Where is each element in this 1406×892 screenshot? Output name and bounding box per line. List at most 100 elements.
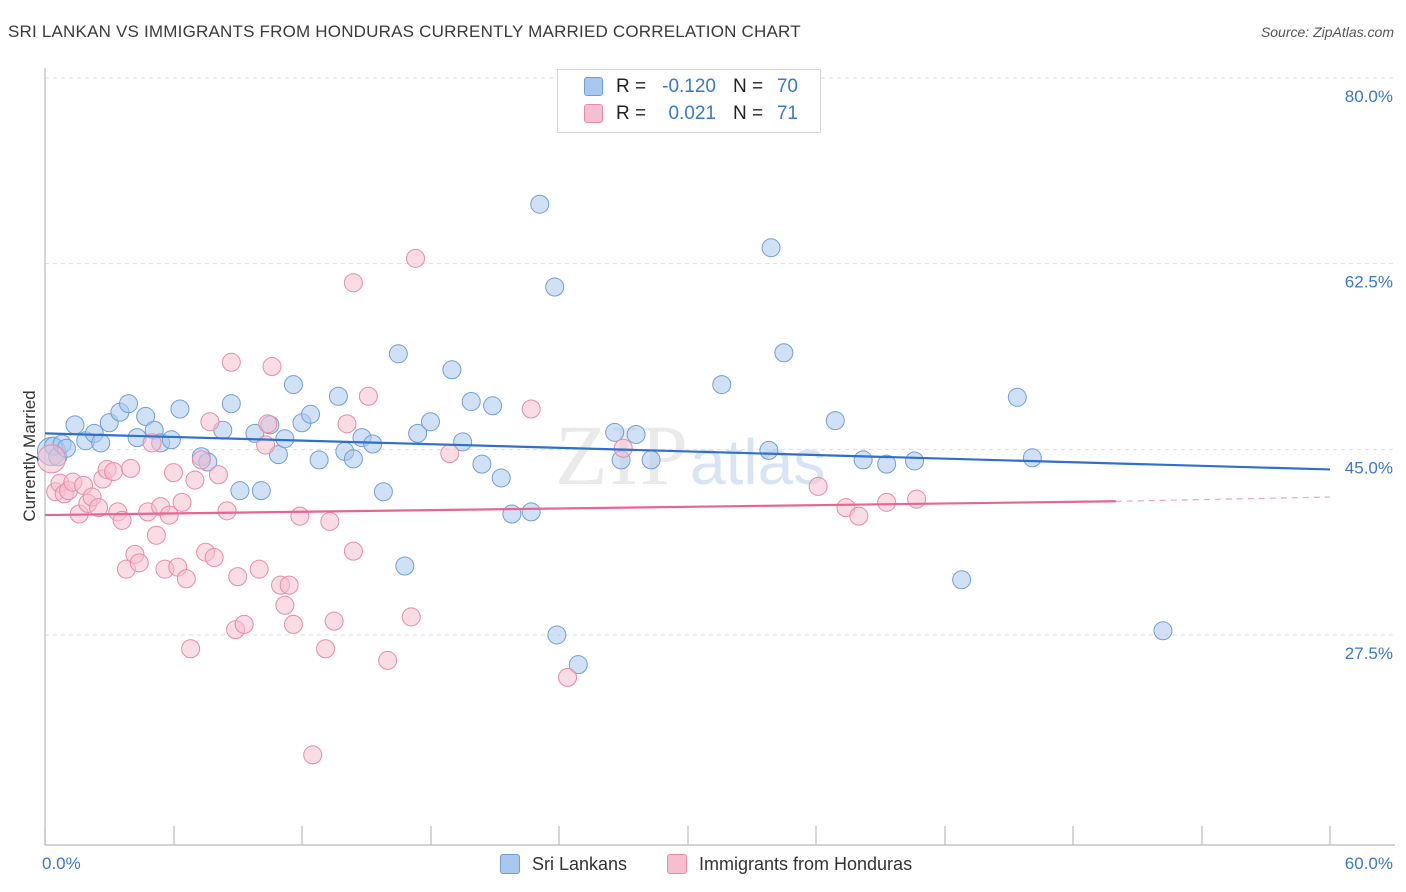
data-point (324, 611, 344, 631)
data-point (491, 468, 511, 488)
correlation-stats-box: R = -0.120 N = 70 R = 0.021 N = 71 (557, 69, 821, 133)
data-point (89, 498, 109, 518)
data-point (91, 433, 111, 453)
data-point (290, 506, 310, 526)
data-point (283, 375, 303, 395)
data-point (759, 440, 779, 460)
data-point (378, 650, 398, 670)
stat-row-sri-lankans: R = -0.120 N = 70 (558, 74, 820, 100)
data-point (191, 450, 211, 470)
r-value: -0.120 (662, 76, 716, 97)
data-point (279, 575, 299, 595)
r-label: R = (616, 76, 647, 97)
data-point (530, 194, 550, 214)
y-tick-label: 27.5% (1345, 644, 1393, 663)
data-point (952, 570, 972, 590)
data-point (146, 525, 166, 545)
watermark: ZIPatlas (555, 405, 825, 505)
data-point (545, 277, 565, 297)
data-point (558, 667, 578, 687)
data-point (853, 450, 873, 470)
data-point (483, 396, 503, 416)
series-sri-lankans (36, 194, 1173, 675)
n-value: 71 (776, 103, 798, 124)
watermark-atlas: atlas (690, 426, 826, 498)
data-points (36, 194, 1173, 765)
data-point (408, 423, 428, 443)
legend-swatch-honduras (667, 854, 687, 874)
y-axis-label: Currently Married (20, 390, 39, 521)
data-point (104, 462, 124, 482)
data-point (303, 745, 323, 765)
data-point (877, 492, 897, 512)
x-tick-label-max: 60.0% (1345, 854, 1393, 873)
data-point (301, 404, 321, 424)
data-point (605, 422, 625, 442)
data-point (343, 273, 363, 293)
data-point (320, 511, 340, 531)
data-point (204, 548, 224, 568)
data-point (905, 451, 925, 471)
data-point (262, 357, 282, 377)
trend-line-sri-lankans (44, 432, 1331, 471)
stat-swatch-sri-lankans (584, 77, 603, 96)
data-point (849, 506, 869, 526)
data-point (275, 429, 295, 449)
data-point (217, 501, 237, 521)
data-point (164, 463, 183, 483)
data-point (337, 414, 357, 434)
data-point (283, 614, 303, 634)
data-point (181, 639, 201, 659)
data-point (129, 553, 149, 573)
data-point (401, 607, 421, 627)
data-point (568, 655, 588, 675)
data-point (208, 465, 228, 485)
data-point (200, 412, 220, 432)
y-tick-label: 62.5% (1345, 273, 1393, 292)
data-point (373, 482, 393, 502)
data-point (825, 411, 845, 431)
data-point (502, 504, 522, 524)
n-label: N = (733, 76, 764, 97)
data-point (275, 595, 295, 615)
stat-row-honduras: R = 0.021 N = 71 (558, 101, 820, 127)
data-point (1022, 448, 1042, 468)
data-point (877, 454, 897, 474)
data-point (406, 248, 426, 268)
data-point (119, 394, 139, 414)
data-point (641, 450, 661, 470)
data-point (395, 556, 415, 576)
data-point (36, 444, 66, 474)
legend: Sri Lankans Immigrants from Honduras (0, 852, 1406, 876)
data-point (228, 567, 248, 587)
data-point (521, 399, 541, 419)
data-point (185, 470, 205, 490)
chart-title: SRI LANKAN VS IMMIGRANTS FROM HONDURAS C… (8, 22, 801, 41)
data-point (442, 360, 462, 380)
data-point (230, 481, 250, 501)
y-tick-label: 45.0% (1345, 458, 1393, 477)
data-point (309, 450, 329, 470)
data-point (136, 406, 156, 426)
data-point (453, 432, 473, 452)
y-tick-label: 80.0% (1345, 87, 1393, 106)
source-label: Source: ZipAtlas.com (1260, 24, 1394, 40)
data-point (142, 433, 162, 453)
data-point (121, 458, 141, 478)
data-point (316, 639, 336, 659)
data-point (343, 449, 363, 469)
data-point (626, 424, 646, 444)
data-point (221, 394, 241, 414)
n-label: N = (733, 103, 764, 124)
legend-label: Immigrants from Honduras (699, 854, 913, 874)
data-point (421, 412, 440, 432)
data-point (774, 343, 794, 363)
data-point (547, 625, 567, 645)
stat-swatch-honduras (584, 104, 603, 123)
data-point (170, 399, 190, 419)
axes (44, 68, 1395, 846)
data-point (249, 559, 269, 579)
data-point (521, 502, 541, 522)
data-point (461, 392, 481, 412)
